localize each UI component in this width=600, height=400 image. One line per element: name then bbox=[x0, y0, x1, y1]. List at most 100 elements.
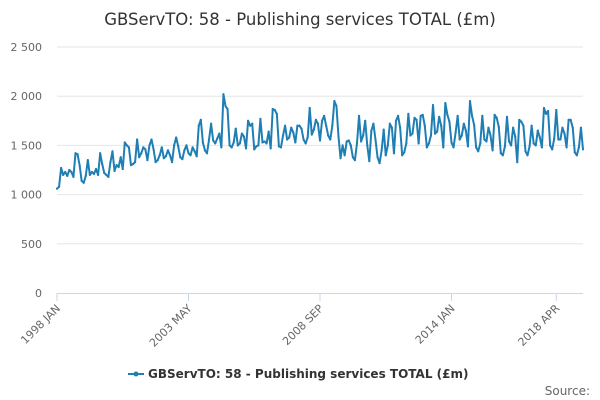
data-point[interactable] bbox=[376, 156, 379, 159]
data-point[interactable] bbox=[518, 118, 521, 121]
data-point[interactable] bbox=[230, 146, 233, 149]
data-point[interactable] bbox=[409, 134, 412, 137]
data-point[interactable] bbox=[411, 132, 414, 135]
data-point[interactable] bbox=[296, 124, 299, 127]
data-point[interactable] bbox=[66, 174, 69, 177]
data-point[interactable] bbox=[368, 160, 371, 163]
data-point[interactable] bbox=[146, 159, 149, 162]
data-point[interactable] bbox=[536, 129, 539, 132]
data-point[interactable] bbox=[156, 159, 159, 162]
data-point[interactable] bbox=[249, 124, 252, 127]
data-point[interactable] bbox=[191, 146, 194, 149]
legend[interactable]: GBServTO: 58 - Publishing services TOTAL… bbox=[128, 367, 468, 381]
data-point[interactable] bbox=[207, 138, 211, 141]
data-point[interactable] bbox=[214, 142, 217, 145]
data-point[interactable] bbox=[68, 168, 71, 172]
data-point[interactable] bbox=[450, 141, 453, 144]
data-point[interactable] bbox=[240, 132, 244, 135]
data-point[interactable] bbox=[183, 149, 186, 152]
data-point[interactable] bbox=[177, 145, 180, 148]
data-point[interactable] bbox=[481, 114, 484, 117]
data-point[interactable] bbox=[337, 135, 340, 138]
data-point[interactable] bbox=[378, 162, 381, 165]
data-point[interactable] bbox=[133, 161, 137, 164]
data-point[interactable] bbox=[394, 119, 398, 122]
data-point[interactable] bbox=[483, 138, 486, 141]
data-point[interactable] bbox=[522, 124, 525, 127]
data-point[interactable] bbox=[399, 126, 402, 129]
data-point[interactable] bbox=[329, 138, 332, 141]
data-point[interactable] bbox=[559, 138, 562, 141]
data-point[interactable] bbox=[555, 108, 558, 112]
data-point[interactable] bbox=[557, 138, 560, 141]
data-point[interactable] bbox=[216, 137, 219, 140]
data-point[interactable] bbox=[415, 118, 418, 121]
data-point[interactable] bbox=[403, 151, 406, 154]
data-point[interactable] bbox=[571, 126, 574, 129]
data-point[interactable] bbox=[528, 145, 531, 148]
data-point[interactable] bbox=[257, 144, 260, 147]
data-point[interactable] bbox=[456, 114, 459, 117]
data-point[interactable] bbox=[164, 155, 167, 158]
data-point[interactable] bbox=[244, 147, 248, 150]
data-point[interactable] bbox=[224, 104, 227, 108]
data-point[interactable] bbox=[427, 142, 430, 145]
data-point[interactable] bbox=[88, 173, 91, 177]
data-point[interactable] bbox=[475, 146, 478, 149]
data-point[interactable] bbox=[491, 149, 494, 152]
data-point[interactable] bbox=[353, 159, 357, 162]
data-point[interactable] bbox=[343, 154, 346, 157]
data-point[interactable] bbox=[312, 128, 315, 131]
data-point[interactable] bbox=[269, 147, 272, 150]
data-point[interactable] bbox=[138, 156, 141, 159]
data-point[interactable] bbox=[429, 134, 433, 137]
data-point[interactable] bbox=[101, 163, 104, 166]
data-point[interactable] bbox=[493, 113, 496, 116]
data-point[interactable] bbox=[466, 145, 470, 148]
data-point[interactable] bbox=[273, 108, 276, 112]
data-point[interactable] bbox=[405, 142, 408, 145]
data-point[interactable] bbox=[70, 170, 73, 174]
data-point[interactable] bbox=[286, 138, 289, 141]
data-point[interactable] bbox=[131, 163, 135, 166]
data-point[interactable] bbox=[78, 163, 81, 167]
data-point[interactable] bbox=[298, 124, 301, 127]
data-point[interactable] bbox=[388, 122, 391, 125]
data-point[interactable] bbox=[327, 134, 330, 137]
data-point[interactable] bbox=[440, 124, 443, 127]
data-point[interactable] bbox=[349, 144, 352, 147]
data-point[interactable] bbox=[228, 144, 231, 147]
data-point[interactable] bbox=[220, 146, 223, 149]
data-point[interactable] bbox=[300, 127, 303, 130]
data-point[interactable] bbox=[341, 144, 344, 147]
data-point[interactable] bbox=[72, 175, 75, 178]
data-point[interactable] bbox=[357, 114, 361, 117]
data-point[interactable] bbox=[168, 154, 172, 157]
data-point[interactable] bbox=[520, 120, 523, 123]
data-point[interactable] bbox=[335, 104, 338, 108]
data-point[interactable] bbox=[567, 118, 570, 121]
data-point[interactable] bbox=[516, 161, 519, 164]
data-point[interactable] bbox=[74, 152, 77, 155]
data-point[interactable] bbox=[314, 118, 317, 121]
data-point[interactable] bbox=[487, 126, 490, 129]
data-point[interactable] bbox=[446, 113, 449, 116]
data-point[interactable] bbox=[222, 93, 225, 96]
data-point[interactable] bbox=[238, 142, 241, 145]
data-point[interactable] bbox=[581, 148, 585, 151]
data-point[interactable] bbox=[226, 107, 229, 111]
data-point[interactable] bbox=[551, 148, 554, 151]
data-point[interactable] bbox=[386, 144, 389, 147]
data-point[interactable] bbox=[351, 156, 354, 159]
data-point[interactable] bbox=[425, 146, 428, 149]
data-point[interactable] bbox=[530, 124, 533, 127]
data-point[interactable] bbox=[477, 150, 480, 153]
data-point[interactable] bbox=[201, 141, 204, 144]
data-point[interactable] bbox=[129, 163, 133, 167]
data-point[interactable] bbox=[331, 124, 334, 127]
data-point[interactable] bbox=[199, 118, 202, 121]
data-point[interactable] bbox=[320, 119, 324, 122]
data-point[interactable] bbox=[532, 142, 535, 145]
data-point[interactable] bbox=[242, 135, 246, 138]
data-point[interactable] bbox=[125, 144, 128, 147]
